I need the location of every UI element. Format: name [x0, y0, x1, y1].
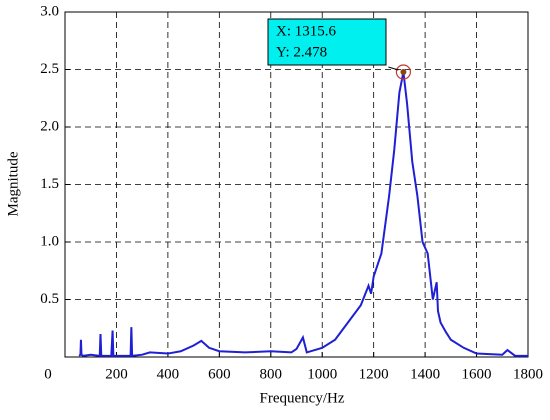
x-tick-label: 1400 [410, 366, 440, 382]
x-tick-label: 1200 [359, 366, 389, 382]
x-tick-label: 600 [208, 366, 231, 382]
y-tick-label: 2.0 [40, 118, 59, 134]
x-tick-label: 1600 [462, 366, 492, 382]
data-line [78, 71, 528, 357]
y-tick-label: 1.5 [40, 176, 59, 192]
datatip-marker [395, 64, 412, 80]
x-tick-label: 1000 [307, 366, 337, 382]
y-tick-label: 2.5 [40, 61, 59, 77]
y-tick-label: 0.5 [40, 291, 59, 307]
datatip-pointer [388, 66, 399, 71]
datatip-x: X: 1315.6 [276, 23, 337, 39]
y-tick-label: 3.0 [40, 3, 59, 19]
x-tick-label: 800 [260, 366, 283, 382]
x-tick-label: 1800 [513, 366, 543, 382]
y-axis-label: Magnitude [5, 151, 21, 216]
x-tick-label: 0 [44, 366, 52, 382]
datatip-box [267, 18, 387, 66]
plot-frame [64, 11, 529, 358]
x-tick-label: 200 [105, 366, 128, 382]
datatip-dot [400, 69, 407, 76]
x-axis-label: Frequency/Hz [260, 390, 345, 406]
y-tick-label: 1.0 [40, 233, 59, 249]
x-tick-label: 400 [157, 366, 180, 382]
datatip-y: Y: 2.478 [276, 44, 327, 60]
